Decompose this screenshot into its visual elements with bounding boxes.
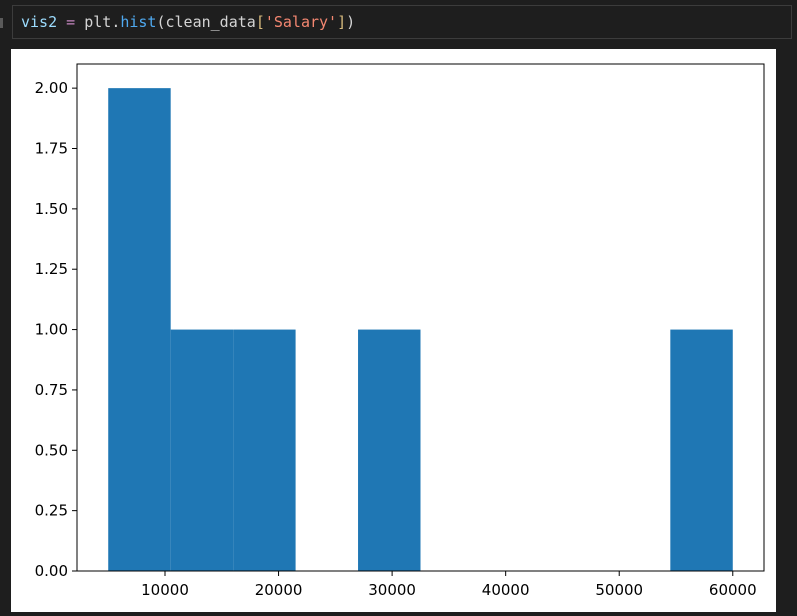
y-tick-label: 0.25 — [35, 502, 68, 520]
x-tick-label: 10000 — [141, 581, 189, 599]
x-axis: 10000 20000 30000 40000 50000 60000 — [141, 571, 757, 599]
y-tick-label: 1.50 — [35, 200, 68, 218]
y-tick-label: 1.75 — [35, 140, 68, 158]
histogram-bar-9 — [670, 329, 733, 571]
cell-gutter-marker — [0, 18, 3, 28]
code-string-key: 'Salary' — [264, 13, 338, 31]
code-bracket-open: [ — [255, 13, 265, 31]
code-dot: . — [111, 13, 121, 31]
code-cell-input[interactable]: vis2 = plt.hist(clean_data['Salary']) — [12, 5, 792, 39]
code-variable: vis2 — [21, 13, 58, 31]
x-tick-label: 40000 — [482, 581, 530, 599]
plot-frame — [76, 63, 765, 572]
code-module: plt — [84, 13, 112, 31]
y-tick-label: 0.75 — [35, 381, 68, 399]
y-tick-label: 2.00 — [35, 79, 68, 97]
code-assign-operator: = — [57, 13, 85, 31]
histogram-bar-1 — [170, 329, 234, 571]
y-tick-label: 0.00 — [35, 562, 68, 580]
code-paren-open: ( — [156, 13, 166, 31]
x-tick-label: 30000 — [368, 581, 416, 599]
y-tick-label: 0.50 — [35, 441, 68, 459]
histogram-chart: 0.00 0.25 0.50 0.75 1.00 1.25 1.50 1.75 2.00 100… — [35, 63, 765, 599]
y-tick-label: 1.25 — [35, 260, 68, 278]
code-bracket-close: ] — [337, 13, 347, 31]
histogram-bars — [108, 88, 733, 571]
code-paren-close: ) — [346, 13, 356, 31]
histogram-bar-0 — [108, 88, 171, 571]
x-tick-label: 50000 — [595, 581, 643, 599]
cell-output-area: 0.00 0.25 0.50 0.75 1.00 1.25 1.50 1.75 2.00 100… — [11, 49, 776, 612]
x-tick-label: 20000 — [255, 581, 303, 599]
code-function: hist — [120, 13, 157, 31]
code-argument: clean_data — [165, 13, 256, 31]
x-tick-label: 60000 — [709, 581, 757, 599]
y-tick-label: 1.00 — [35, 321, 68, 339]
y-axis: 0.00 0.25 0.50 0.75 1.00 1.25 1.50 1.75 2.00 — [35, 79, 77, 580]
histogram-bar-4 — [358, 329, 421, 571]
histogram-bar-2 — [233, 329, 296, 571]
